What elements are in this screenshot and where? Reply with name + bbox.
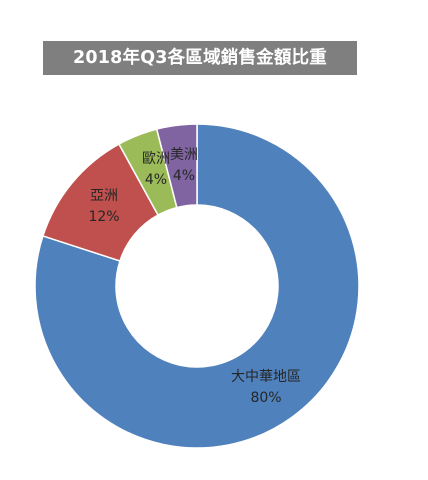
donut-slices (34, 123, 360, 449)
slice-category-label-0: 大中華地區 (231, 369, 301, 385)
slice-category-label-1: 亞洲 (90, 188, 118, 204)
slice-value-label-0: 80% (250, 390, 281, 406)
donut-slice-3 (155, 123, 198, 209)
slice-value-label-2: 4% (145, 172, 167, 188)
slice-category-label-3: 美洲 (170, 147, 198, 163)
slice-category-label-2: 歐洲 (142, 151, 170, 167)
slice-value-label-1: 12% (88, 209, 119, 225)
donut-slice-0 (34, 123, 360, 449)
slice-value-label-3: 4% (173, 168, 195, 184)
chart-title: 2018年Q3各區域銷售金額比重 (43, 41, 357, 75)
